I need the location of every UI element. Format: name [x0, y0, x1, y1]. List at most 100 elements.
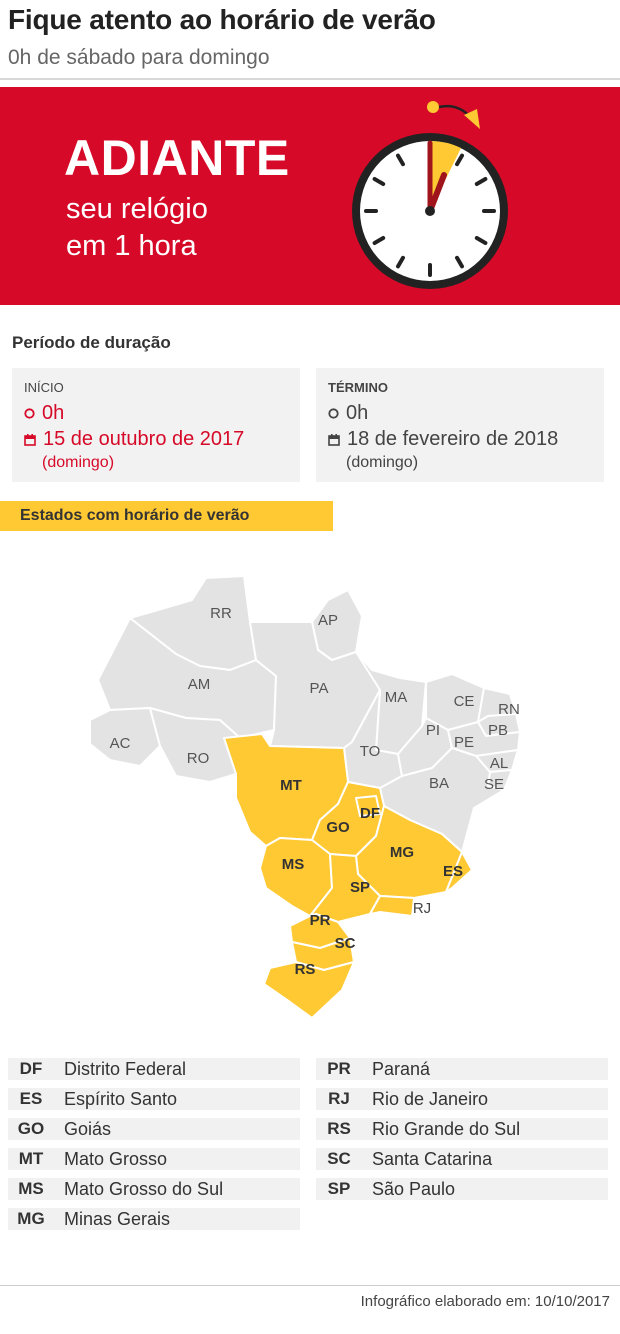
legend-name: Espírito Santo [64, 1089, 178, 1109]
states-section-label-text: Estados com horário de verão [20, 507, 250, 524]
map-label-go: GO [326, 819, 350, 836]
map-label-es: ES [443, 863, 463, 880]
map-label-to: TO [360, 743, 381, 760]
legend-name: Rio de Janeiro [372, 1089, 489, 1109]
period-start-heading: INÍCIO [24, 380, 64, 395]
period-start-time-row: 0h [24, 402, 64, 425]
period-end-box: TÉRMINO 0h 18 de fevereiro de 2018 (domi… [316, 368, 604, 482]
legend-row: SC Santa Catarina [316, 1148, 608, 1170]
map-label-mt: MT [280, 777, 302, 794]
legend-row: RS Rio Grande do Sul [316, 1118, 608, 1140]
map-label-ac: AC [110, 735, 131, 752]
legend-row: DF Distrito Federal [8, 1058, 300, 1080]
map-label-pa: PA [310, 680, 329, 697]
legend-code: SC [327, 1149, 351, 1168]
legend-row: SP São Paulo [316, 1178, 608, 1200]
period-end-heading: TÉRMINO [328, 380, 388, 395]
map-label-se: SE [484, 776, 504, 793]
footer-credit: Infográfico elaborado em: 10/10/2017 [360, 1293, 610, 1310]
period-start-date: 15 de outubro de 2017 [43, 428, 245, 450]
period-end-weekday: (domingo) [346, 454, 419, 471]
period-start-box: INÍCIO 0h 15 de outubro de 2017 (domingo… [12, 368, 300, 482]
banner-line-1: seu relógio [66, 193, 208, 225]
legend-code: DF [19, 1059, 43, 1078]
map-state-rs [263, 961, 355, 1019]
legend-code: MT [18, 1149, 44, 1168]
dst-banner: ADIANTE seu relógio em 1 hora [0, 87, 620, 305]
period-label: Período de duração [12, 333, 171, 352]
map-label-rn: RN [498, 701, 520, 718]
legend-code: PR [327, 1059, 351, 1078]
banner-headline: ADIANTE [64, 130, 290, 186]
legend-row: MT Mato Grosso [8, 1148, 300, 1170]
map-label-ms: MS [282, 856, 305, 873]
period-end-time: 0h [346, 402, 369, 424]
map-label-pi: PI [426, 722, 440, 739]
legend-name: Santa Catarina [372, 1149, 493, 1169]
page-subtitle: 0h de sábado para domingo [8, 46, 270, 69]
calendar-icon [24, 433, 36, 446]
map-label-df: DF [360, 805, 380, 822]
calendar-icon [328, 433, 340, 446]
clock-forward-icon [352, 101, 508, 289]
legend-name: Rio Grande do Sul [372, 1119, 521, 1139]
map-label-mg: MG [390, 844, 414, 861]
legend-row: RJ Rio de Janeiro [316, 1088, 608, 1110]
legend-name: São Paulo [372, 1179, 456, 1199]
legend-row: MS Mato Grosso do Sul [8, 1178, 300, 1200]
states-section-label: Estados com horário de verão [0, 501, 333, 531]
map-label-ba: BA [429, 775, 449, 792]
legend-code: ES [19, 1089, 43, 1108]
legend-row: MG Minas Gerais [8, 1208, 300, 1230]
legend-row: ES Espírito Santo [8, 1088, 300, 1110]
map-label-pb: PB [488, 722, 508, 739]
banner-line-2: em 1 hora [66, 230, 197, 262]
map-state-es [445, 851, 473, 893]
legend-name: Mato Grosso do Sul [64, 1179, 224, 1199]
period-end-date: 18 de fevereiro de 2018 [347, 428, 559, 450]
page-title: Fique atento ao horário de verão [8, 4, 436, 35]
legend-code: RJ [328, 1089, 350, 1108]
map-label-rj: RJ [413, 900, 431, 917]
map-label-pr: PR [310, 912, 331, 929]
period-start-time: 0h [42, 402, 65, 424]
map-state-sp [309, 853, 381, 923]
legend-row: GO Goiás [8, 1118, 300, 1140]
period-start-weekday: (domingo) [42, 454, 115, 471]
map-label-rr: RR [210, 605, 232, 622]
map-label-sp: SP [350, 879, 370, 896]
map-label-al: AL [490, 755, 508, 772]
legend-code: MG [17, 1209, 45, 1228]
period-end-time-row: 0h [328, 402, 368, 425]
map-label-sc: SC [335, 935, 356, 952]
legend-name: Goiás [64, 1119, 112, 1139]
legend-code: RS [327, 1119, 351, 1138]
footer-divider [0, 1285, 620, 1286]
legend-name: Minas Gerais [64, 1209, 171, 1229]
clock-icon [328, 408, 339, 419]
legend-name: Paraná [372, 1059, 431, 1079]
map-label-rs: RS [295, 961, 316, 978]
legend-code: SP [327, 1179, 351, 1198]
map-label-ap: AP [318, 612, 338, 629]
legend-column-1: DF Distrito Federal ES Espírito Santo GO Go… [8, 1058, 300, 1238]
map-label-ce: CE [454, 693, 475, 710]
clock-icon [24, 408, 35, 419]
legend-name: Mato Grosso [64, 1149, 168, 1169]
legend-code: GO [17, 1119, 45, 1138]
header-divider [0, 78, 620, 80]
legend-row: PR Paraná [316, 1058, 608, 1080]
map-label-am: AM [188, 676, 211, 693]
map-label-ma: MA [385, 689, 408, 706]
period-start-date-row: 15 de outubro de 2017 [24, 428, 244, 451]
map-state-ac [89, 707, 161, 767]
map-state-df [355, 795, 381, 817]
period-end-date-row: 18 de fevereiro de 2018 [328, 428, 558, 451]
brazil-map: RR AP AM PA MA CE RN PB PI PE AL AC RO T… [89, 575, 521, 1019]
legend-code: MS [18, 1179, 44, 1198]
legend-name: Distrito Federal [64, 1059, 187, 1079]
legend-column-2: PR Paraná RJ Rio de Janeiro RS Rio Grande d… [316, 1058, 608, 1208]
map-label-pe: PE [454, 734, 474, 751]
map-label-ro: RO [187, 750, 210, 767]
map-state-rj [369, 895, 415, 917]
